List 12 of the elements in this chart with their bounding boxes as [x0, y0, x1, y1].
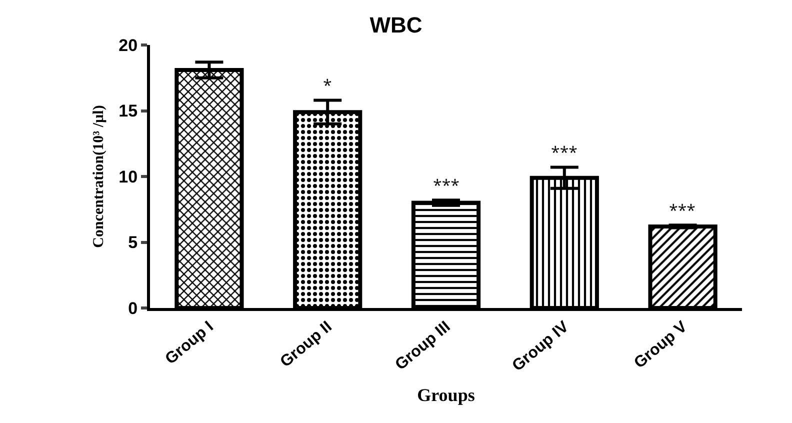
y-tick-label: 5	[128, 233, 138, 252]
y-tick-label: 15	[118, 102, 138, 121]
y-tick-label: 20	[118, 36, 138, 55]
data-label: ***	[433, 174, 460, 196]
y-axis-title: Concentration(10³ /µl)	[90, 105, 107, 248]
y-tick-label: 10	[118, 167, 138, 186]
data-label: ***	[551, 141, 578, 163]
data-label: *	[323, 74, 332, 96]
y-tick-label: 0	[128, 298, 138, 318]
x-axis-title: Groups	[417, 384, 475, 405]
data-label: ***	[669, 199, 696, 221]
chart-title: WBC	[370, 12, 422, 38]
